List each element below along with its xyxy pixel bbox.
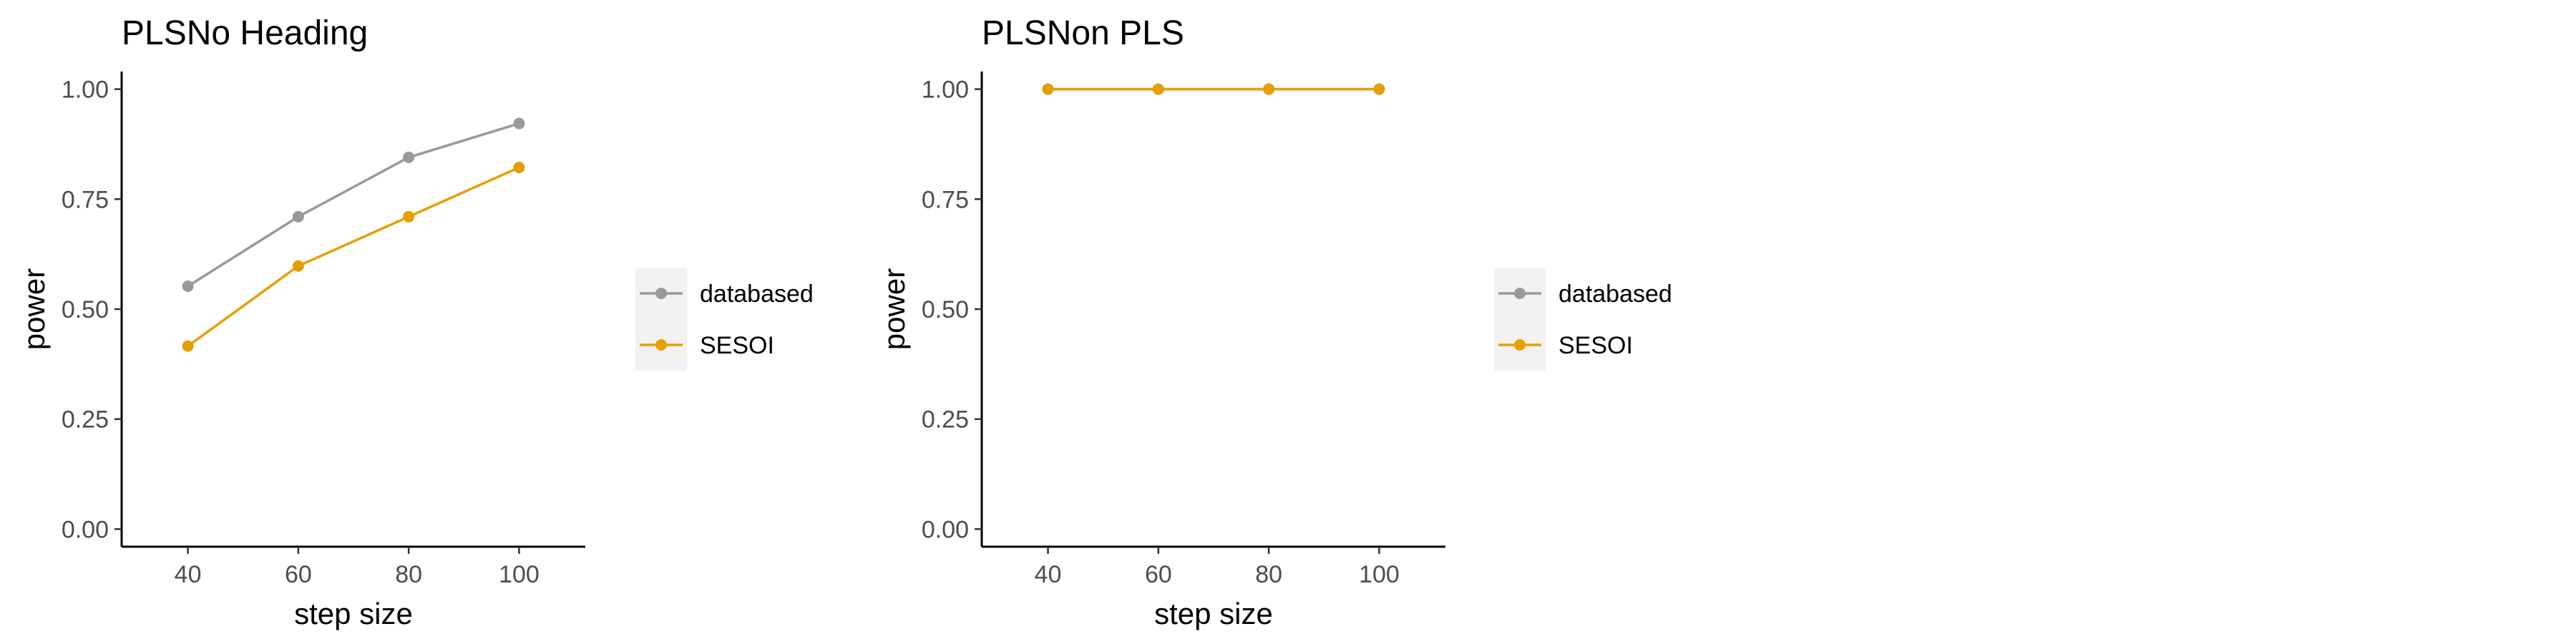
x-tick-label: 80 xyxy=(395,561,422,588)
data-point-sesoi xyxy=(1042,83,1054,95)
x-tick-label: 60 xyxy=(285,561,312,588)
y-tick-label: 0.00 xyxy=(62,516,109,543)
data-point-sesoi xyxy=(513,162,525,174)
legend-key-point xyxy=(1514,339,1526,351)
x-tick-label: 40 xyxy=(1035,561,1062,588)
legend-label: databased xyxy=(700,280,814,308)
y-axis-title: power xyxy=(877,268,911,350)
data-point-sesoi xyxy=(292,260,304,272)
y-tick-label: 0.25 xyxy=(922,406,969,434)
series-line-databased xyxy=(187,122,519,288)
y-tick-label: 1.00 xyxy=(62,77,109,104)
x-tick-label: 100 xyxy=(1359,561,1400,588)
chart-panel-1: PLSNo Heading 0.00 0.25 0.50 0.75 1.00 40 60 80 1… xyxy=(17,14,814,630)
data-point-databased xyxy=(403,151,415,163)
legend-label: databased xyxy=(1558,280,1672,308)
chart-panel-2: PLSNon PLS 0.00 0.25 0.50 0.75 1.00 40 60 80 100 s… xyxy=(877,14,1672,630)
y-tick-label: 0.75 xyxy=(922,186,969,213)
x-tick-label: 60 xyxy=(1145,561,1172,588)
data-point-databased xyxy=(182,280,194,293)
y-tick-label: 0.25 xyxy=(62,406,109,434)
data-point-sesoi xyxy=(1373,83,1385,95)
y-axis-title: power xyxy=(17,268,51,350)
chart-title: PLSNo Heading xyxy=(122,14,368,52)
chart-title: PLSNon PLS xyxy=(982,14,1184,52)
x-axis-title: step size xyxy=(294,597,413,630)
x-tick-label: 100 xyxy=(499,561,540,588)
legend-label: SESOI xyxy=(700,332,774,359)
data-point-databased xyxy=(513,117,525,130)
legend-label: SESOI xyxy=(1558,332,1633,359)
y-tick-label: 0.50 xyxy=(62,296,109,323)
data-point-sesoi xyxy=(403,210,415,223)
y-tick-label: 1.00 xyxy=(922,77,969,104)
x-tick-label: 40 xyxy=(175,561,202,588)
legend-key-point xyxy=(1514,288,1526,299)
y-tick-label: 0.50 xyxy=(922,296,969,323)
legend-key-point xyxy=(655,288,667,299)
y-tick-label: 0.75 xyxy=(62,186,109,213)
x-axis-title: step size xyxy=(1154,597,1273,630)
data-point-sesoi xyxy=(1152,83,1164,95)
series-line-sesoi xyxy=(187,166,520,348)
data-point-sesoi xyxy=(182,340,194,352)
data-point-sesoi xyxy=(1263,83,1275,95)
y-tick-label: 0.00 xyxy=(922,516,969,543)
data-point-databased xyxy=(292,210,304,223)
x-tick-label: 80 xyxy=(1255,561,1282,588)
legend-key-point xyxy=(655,339,667,351)
